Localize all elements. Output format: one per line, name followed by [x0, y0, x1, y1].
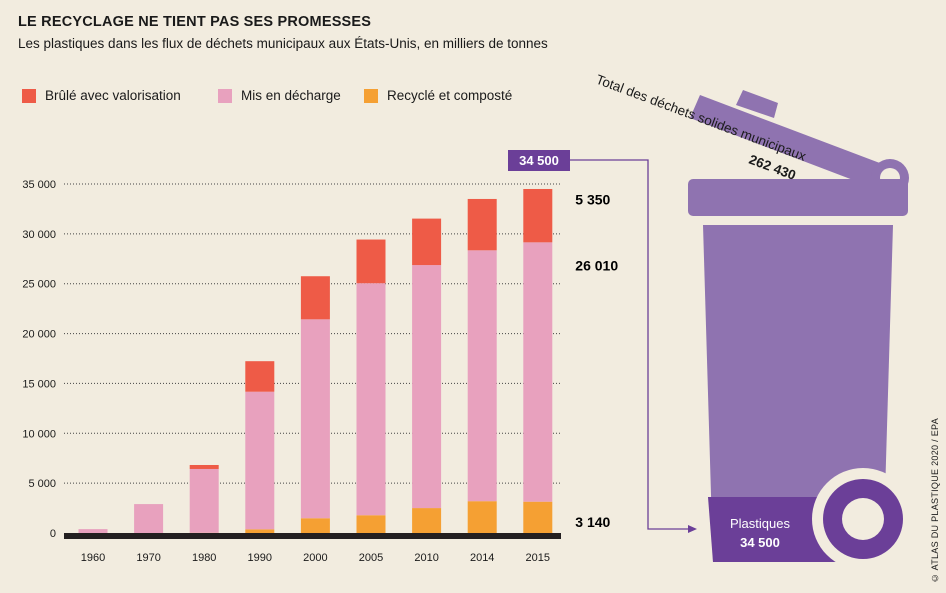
bar-segment [245, 391, 275, 530]
annotation-recycled-2015: 3 140 [575, 514, 610, 530]
bar-segment [134, 504, 164, 533]
x-tick-label: 2015 [526, 552, 550, 564]
annotation-landfill-2015: 26 010 [575, 258, 618, 274]
x-axis-baseline [64, 533, 561, 539]
bin-lid-handle [736, 90, 778, 118]
x-tick-label: 1970 [136, 552, 160, 564]
legend-swatch-recycled [364, 88, 378, 103]
legend-label-burned: Brûlé avec valorisation [45, 88, 181, 103]
y-tick-label: 35 000 [22, 179, 56, 191]
x-tick-label: 2014 [470, 552, 494, 564]
annotation-burned-2015: 5 350 [575, 192, 610, 208]
callout-arrowhead [688, 525, 697, 533]
y-tick-label: 0 [50, 528, 56, 540]
bin-total-label: Total des déchets solides municipaux [594, 72, 808, 164]
bin-plastic-value: 34 500 [740, 535, 780, 550]
y-tick-label: 10 000 [22, 428, 56, 440]
bar-segment [412, 265, 442, 509]
y-tick-label: 30 000 [22, 229, 56, 241]
bar-segment [467, 250, 497, 502]
bar-segment [523, 188, 553, 243]
legend-item-burned: Brûlé avec valorisation [22, 88, 181, 103]
legend-item-landfill: Mis en décharge [218, 88, 341, 103]
bar-segment [245, 361, 275, 392]
legend-label-recycled: Recyclé et composté [387, 88, 513, 103]
bar-segment [523, 501, 553, 533]
legend-item-recycled: Recyclé et composté [364, 88, 512, 103]
x-tick-label: 1990 [248, 552, 272, 564]
bar-segment [412, 508, 442, 533]
bar-segment [300, 518, 330, 533]
x-tick-label: 1980 [192, 552, 216, 564]
bar-segment [300, 276, 330, 320]
bar-segment [356, 515, 386, 533]
bar-segment [78, 529, 108, 533]
y-tick-label: 5 000 [28, 478, 56, 490]
bin-lid [690, 95, 893, 191]
legend-label-landfill: Mis en décharge [241, 88, 341, 103]
bar-segment [356, 283, 386, 516]
chart-subtitle: Les plastiques dans les flux de déchets … [18, 36, 548, 51]
y-tick-label: 15 000 [22, 378, 56, 390]
legend-swatch-burned [22, 88, 36, 103]
legend-swatch-landfill [218, 88, 232, 103]
bin-rim [688, 179, 908, 216]
bar-segment [245, 529, 275, 533]
bar-segment [467, 198, 497, 251]
bar-segment [523, 242, 553, 502]
bar-segment [412, 218, 442, 266]
bar-segment [356, 239, 386, 284]
x-tick-label: 2000 [303, 552, 327, 564]
bar-segment [467, 501, 497, 533]
y-tick-label: 20 000 [22, 329, 56, 341]
bar-segment [300, 319, 330, 519]
bar-segment [189, 468, 219, 533]
x-tick-label: 1960 [81, 552, 105, 564]
callout-connector [570, 159, 690, 530]
callout-value: 34 500 [519, 153, 559, 168]
x-tick-label: 2005 [359, 552, 383, 564]
credit: © ATLAS DU PLASTIQUE 2020 / EPA [930, 417, 940, 583]
chart-title: LE RECYCLAGE NE TIENT PAS SES PROMESSES [18, 14, 372, 30]
x-tick-label: 2010 [414, 552, 438, 564]
bin-plastic-label: Plastiques [730, 516, 790, 531]
bar-segment [189, 464, 219, 469]
callout-box [508, 150, 570, 171]
bin-wheel-hub [842, 498, 884, 540]
y-tick-label: 25 000 [22, 279, 56, 291]
